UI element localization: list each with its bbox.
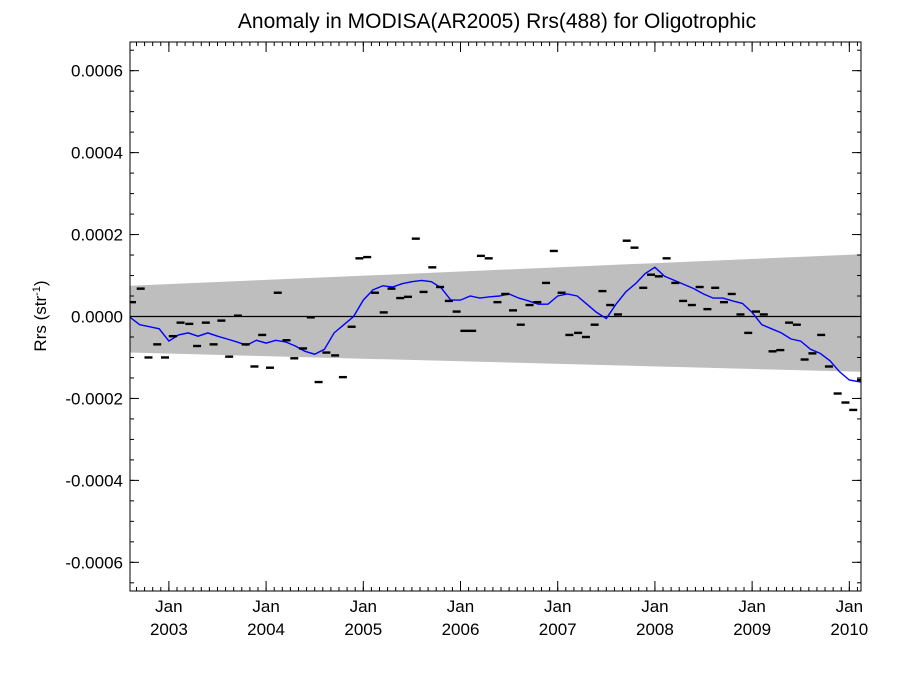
x-tick-month-label: Jan bbox=[641, 597, 668, 616]
x-tick-year-label: 2006 bbox=[442, 620, 480, 639]
y-tick-label: 0.0002 bbox=[71, 226, 123, 245]
x-tick-year-label: 2010 bbox=[830, 620, 868, 639]
running-mean-line bbox=[130, 266, 861, 383]
chart-title: Anomaly in MODISA(AR2005) Rrs(488) for O… bbox=[238, 10, 756, 33]
y-tick-label: 0.0006 bbox=[71, 62, 123, 81]
x-tick-year-label: 2004 bbox=[247, 620, 285, 639]
x-tick-year-label: 2005 bbox=[344, 620, 382, 639]
x-tick-month-label: Jan bbox=[836, 597, 863, 616]
y-tick-label: 0.0000 bbox=[71, 308, 123, 327]
y-tick-label: -0.0004 bbox=[65, 471, 123, 490]
x-tick-year-label: 2003 bbox=[150, 620, 188, 639]
y-tick-label: 0.0004 bbox=[71, 144, 123, 163]
x-tick-year-label: 2009 bbox=[733, 620, 771, 639]
x-tick-month-label: Jan bbox=[544, 597, 571, 616]
y-axis-label: Rrs (str-1) bbox=[31, 280, 50, 351]
y-tick-label: -0.0006 bbox=[65, 553, 123, 572]
x-tick-month-label: Jan bbox=[738, 597, 765, 616]
y-tick-label: -0.0002 bbox=[65, 389, 123, 408]
x-tick-month-label: Jan bbox=[155, 597, 182, 616]
x-tick-month-label: Jan bbox=[447, 597, 474, 616]
x-tick-month-label: Jan bbox=[350, 597, 377, 616]
x-tick-year-label: 2007 bbox=[539, 620, 577, 639]
x-tick-year-label: 2008 bbox=[636, 620, 674, 639]
trend-band bbox=[130, 254, 861, 372]
x-tick-month-label: Jan bbox=[252, 597, 279, 616]
